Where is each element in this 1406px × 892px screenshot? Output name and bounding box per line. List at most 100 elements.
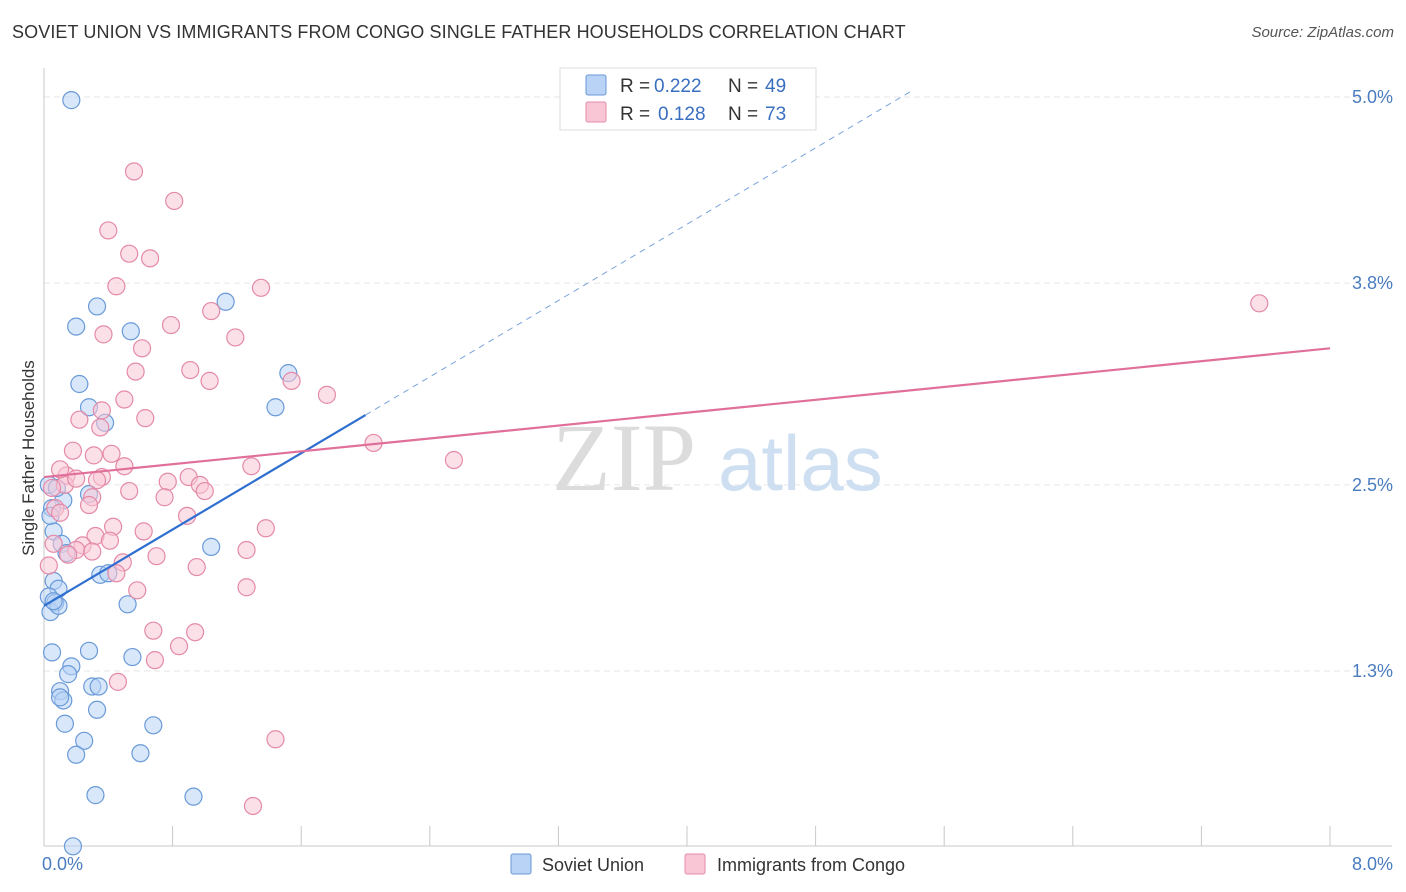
congo-point [99, 221, 118, 240]
soviet-union-point [50, 688, 70, 707]
y-tick-label: 3.8% [1352, 273, 1393, 293]
congo-point [120, 481, 139, 501]
congo-point [63, 441, 83, 460]
congo-point [107, 564, 126, 583]
congo-point [158, 472, 177, 491]
congo-point [187, 557, 206, 577]
y-axis-label: Single Father Households [19, 360, 38, 556]
congo-point [195, 481, 214, 501]
x-ticks [43, 826, 1331, 846]
soviet-union-point [67, 745, 86, 764]
soviet-union-point [216, 292, 235, 311]
congo-point [169, 637, 189, 656]
congo-point [237, 540, 256, 560]
soviet-union-trend-extension [365, 90, 913, 416]
y-tick-label: 2.5% [1352, 475, 1393, 495]
soviet-union-point [144, 716, 163, 735]
congo-point [140, 249, 160, 268]
congo-point [165, 191, 184, 211]
legend-swatch-congo [585, 101, 607, 123]
axes [43, 68, 1392, 847]
x-tick-label: 0.0% [42, 854, 83, 874]
congo-point [136, 409, 155, 428]
soviet-union-point [42, 643, 62, 662]
soviet-union-point [75, 731, 94, 750]
congo-point [202, 301, 221, 321]
legend-n-value-1: 49 [765, 76, 786, 97]
congo-point [91, 418, 110, 437]
soviet-union-point [87, 700, 107, 719]
congo-point [444, 450, 464, 470]
soviet-union-point [55, 714, 74, 733]
soviet-union-point [59, 665, 78, 684]
soviet-union-point [62, 91, 81, 110]
congo-point [266, 730, 285, 749]
congo-point [161, 315, 181, 335]
congo-point [144, 621, 163, 640]
series-legend: Soviet Union Immigrants from Congo [510, 853, 905, 875]
congo-point [79, 495, 99, 515]
congo-point [115, 457, 134, 476]
congo-point [59, 545, 78, 564]
congo-point [120, 244, 139, 263]
series-legend-soviet: Soviet Union [542, 855, 644, 875]
congo-point [94, 325, 113, 344]
congo-point [108, 672, 128, 691]
congo-point [251, 278, 271, 297]
congo-point [50, 503, 70, 522]
congo-point [84, 446, 103, 465]
congo-point [102, 444, 121, 463]
congo-point [317, 385, 337, 404]
soviet-union-trend-line [43, 414, 367, 607]
congo-point [237, 578, 256, 597]
congo-point [126, 362, 145, 381]
congo-point [70, 410, 89, 429]
congo-point [115, 390, 134, 409]
x-tick-labels: 0.0% 8.0% [42, 854, 1393, 874]
soviet-union-point [118, 595, 137, 614]
congo-point [181, 360, 200, 380]
watermark: ZIP atlas [552, 404, 883, 511]
congo-point [242, 457, 261, 476]
series-legend-swatch-soviet [510, 853, 532, 875]
congo-point [1250, 294, 1269, 313]
watermark-atlas: atlas [718, 419, 883, 507]
congo-point [282, 371, 301, 390]
soviet-union-point [123, 647, 142, 667]
congo-point [107, 277, 126, 296]
legend-swatch-soviet [585, 74, 607, 96]
congo-point [186, 623, 205, 642]
congo-point [256, 519, 275, 538]
congo-point [124, 162, 144, 181]
congo-point [44, 534, 63, 553]
legend-n-label-2: N = [728, 104, 758, 125]
soviet-union-point [266, 398, 285, 417]
soviet-union-point [121, 322, 140, 341]
soviet-union-point [86, 786, 105, 805]
legend-r-label-2: R = [620, 104, 650, 125]
congo-trend-line [43, 347, 1331, 479]
soviet-union-point [70, 374, 89, 394]
series-legend-swatch-congo [684, 853, 706, 875]
congo-point [132, 339, 152, 358]
congo-point [92, 401, 111, 420]
congo-point [87, 471, 107, 490]
legend-r-label-1: R = [620, 76, 650, 97]
congo-points [39, 162, 1269, 816]
congo-point [145, 651, 165, 670]
congo-point [226, 328, 245, 347]
congo-point [50, 460, 70, 479]
soviet-union-point [63, 837, 83, 856]
congo-point [147, 547, 166, 566]
y-tick-label: 5.0% [1352, 87, 1393, 107]
legend-r-value-1: 0.222 [654, 76, 702, 97]
soviet-union-point [79, 641, 99, 660]
x-tick-label: 8.0% [1352, 854, 1393, 874]
trend-lines [43, 90, 1331, 607]
congo-point [155, 488, 174, 507]
congo-point [200, 371, 219, 390]
series-legend-congo: Immigrants from Congo [717, 855, 905, 875]
chart-title: SOVIET UNION VS IMMIGRANTS FROM CONGO SI… [12, 22, 906, 42]
correlation-legend: R = 0.222 N = 49 R = 0.128 N = 73 [559, 67, 817, 131]
